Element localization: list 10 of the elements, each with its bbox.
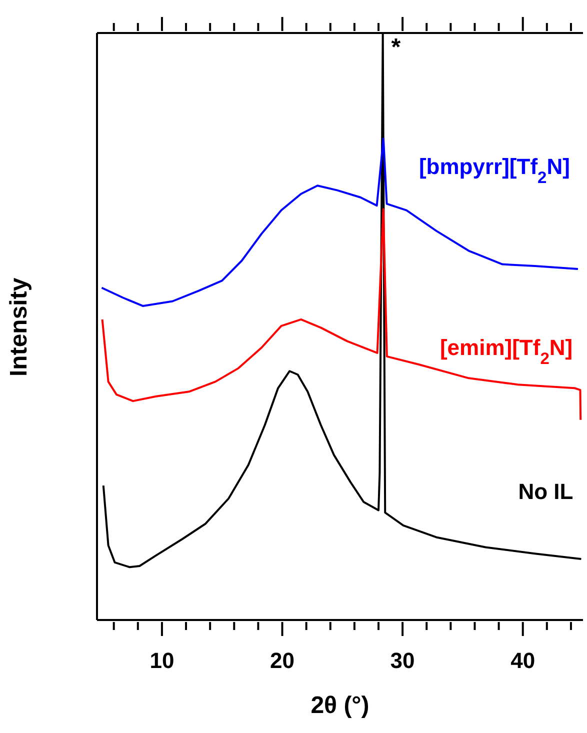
series-label: [bmpyrr][Tf$_{2}$N]: [418, 154, 570, 187]
x-tick-label: 30: [390, 648, 415, 673]
text: No IL: [518, 478, 574, 504]
x-tick-label: 20: [270, 648, 294, 673]
x-tick-label: 40: [510, 648, 536, 673]
x-axis-title: 2θ (°): [310, 692, 370, 719]
x-tick-label: 10: [150, 648, 174, 673]
annotation: *: [391, 34, 402, 61]
y-axis-title: Intensity: [6, 277, 33, 376]
series-label: [emim][Tf$_{2}$N]: [440, 334, 573, 368]
